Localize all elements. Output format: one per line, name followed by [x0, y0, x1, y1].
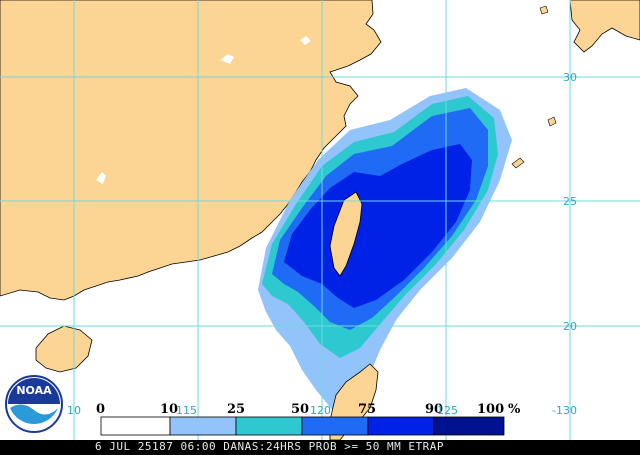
noaa-logo-icon: NOAA: [5, 375, 63, 433]
legend-value-50: 50: [291, 402, 309, 417]
legend-swatch-90-100: [433, 416, 505, 436]
legend-value-100: 100: [477, 402, 504, 417]
island: [539, 5, 549, 15]
longitude-label-120: 120: [310, 404, 331, 417]
legend-value-75: 75: [358, 402, 376, 417]
legend-swatch-25-50: [235, 416, 303, 436]
legend-value-90: 90: [425, 402, 443, 417]
legend: 0 10 25 50 75 90 100 %: [96, 402, 521, 436]
hainan-island: [35, 325, 93, 373]
lake: [220, 54, 234, 64]
longitude-label-130: -130: [552, 404, 577, 417]
product-info-text: 6 JUL 25187 06:00 DANAS:24HRS PROB >= 50…: [95, 440, 445, 453]
longitude-label-110: 10: [67, 404, 81, 417]
latitude-label-30: 30: [563, 71, 577, 84]
mainland-landmass: [0, 0, 382, 301]
japan-landmass: [569, 0, 640, 53]
lat-lon-grid: [0, 0, 640, 440]
latitude-label-20: 20: [563, 320, 577, 333]
island: [547, 116, 557, 127]
legend-unit: %: [508, 402, 521, 417]
noaa-logo-text: NOAA: [16, 384, 52, 397]
taiwan-island: [329, 191, 363, 277]
legend-swatch-75-90: [367, 416, 435, 436]
legend-swatch-0-10: [100, 416, 171, 436]
legend-value-25: 25: [227, 402, 245, 417]
legend-value-0: 0: [96, 402, 105, 417]
prob-band-75-90: [284, 144, 472, 308]
legend-swatch-50-75: [301, 416, 369, 436]
longitude-label-125: 125: [437, 404, 458, 417]
legend-swatch-10-25: [169, 416, 237, 436]
latitude-label-25: 25: [563, 195, 577, 208]
lake: [96, 172, 106, 184]
lake: [300, 36, 311, 45]
legend-value-10: 10: [160, 402, 178, 417]
island: [511, 157, 525, 169]
status-footer: 6 JUL 25187 06:00 DANAS:24HRS PROB >= 50…: [0, 440, 640, 455]
longitude-label-115: 115: [176, 404, 197, 417]
